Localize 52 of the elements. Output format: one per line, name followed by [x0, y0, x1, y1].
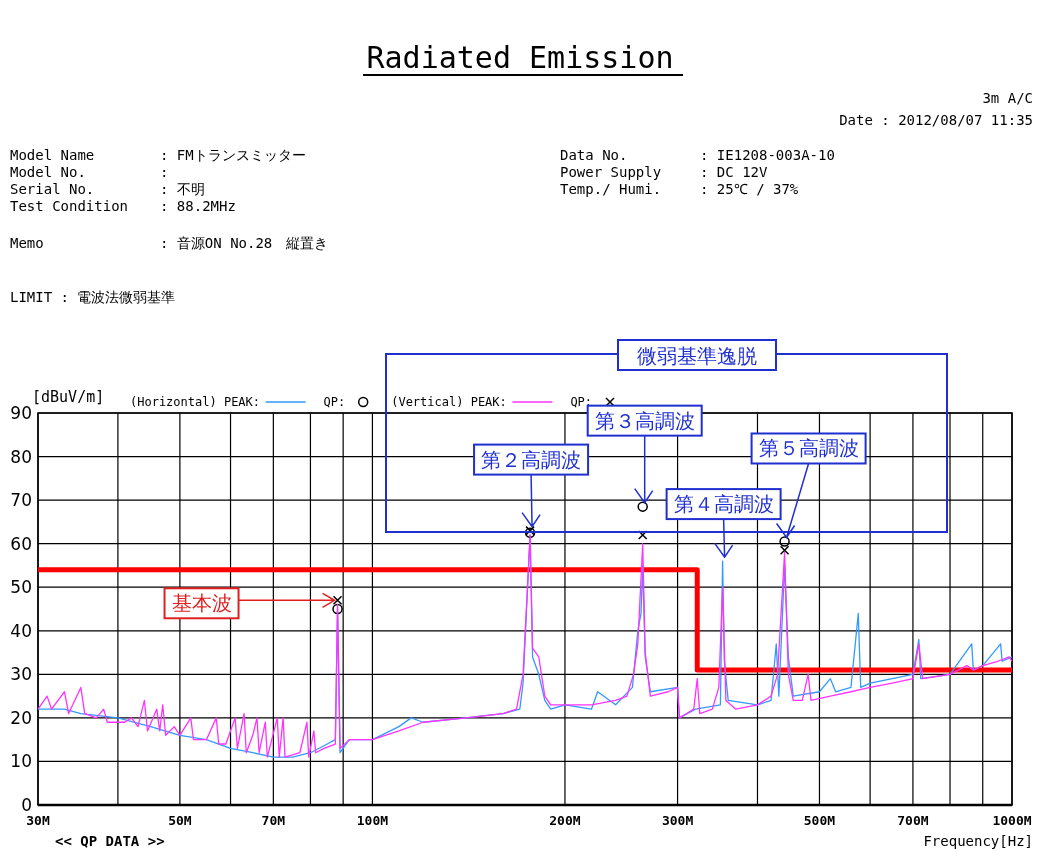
x-tick-label: 70M: [261, 813, 286, 828]
y-tick-label: 50: [10, 577, 32, 598]
annotation: 第５高調波: [758, 436, 859, 461]
legend-label: (Vertical) PEAK:: [391, 395, 507, 409]
text: Power Supply: [560, 164, 662, 180]
text: 3m A/C: [982, 90, 1033, 106]
x-axis-title: Frequency[Hz]: [923, 833, 1033, 849]
y-tick-label: 70: [10, 490, 32, 511]
text: : IE1208-003A-10: [700, 147, 835, 163]
text: 微弱基準逸脱: [637, 344, 757, 368]
text: Temp./ Humi.: [560, 181, 662, 197]
annotation: 第２高調波: [481, 447, 582, 472]
annotation: 基本波: [171, 591, 232, 616]
x-tick-label: 30M: [26, 813, 50, 828]
annotation: 第３高調波: [594, 408, 695, 433]
x-tick-label: 100M: [356, 813, 389, 828]
text: Memo: [10, 235, 44, 251]
text: << QP DATA >>: [55, 833, 165, 849]
y-tick-label: 90: [10, 403, 32, 423]
legend-label: QP:: [570, 395, 593, 409]
text: Model No.: [10, 164, 86, 180]
text: : DC 12V: [700, 164, 768, 180]
x-tick-label: 500M: [803, 813, 836, 828]
legend-label: QP:: [323, 395, 346, 409]
y-tick-label: 10: [10, 751, 32, 772]
y-tick-label: 0: [21, 795, 32, 815]
x-tick-label: 300M: [661, 813, 694, 828]
text: : 音源ON No.28 縦置き: [160, 235, 329, 251]
x-tick-label: 700M: [897, 813, 929, 828]
y-tick-label: 40: [10, 620, 32, 641]
text: Serial No.: [10, 181, 95, 197]
chart-title: Radiated Emission: [366, 40, 674, 75]
x-tick-label: 50M: [168, 813, 192, 828]
y-tick-label: 80: [10, 446, 32, 467]
text: Date : 2012/08/07 11:35: [839, 112, 1033, 128]
text: : 25℃ / 37%: [700, 181, 799, 197]
text: LIMIT : 電波法微弱基準: [10, 289, 176, 305]
x-tick-label: 1000M: [992, 813, 1032, 828]
legend-label: (Horizontal) PEAK:: [130, 395, 261, 409]
y-tick-label: 20: [10, 707, 32, 728]
y-tick-label: 60: [10, 533, 32, 554]
y-tick-label: 30: [10, 664, 32, 685]
x-tick-label: 200M: [549, 813, 581, 828]
text: :: [160, 164, 169, 180]
text: : FMトランスミッター: [160, 147, 306, 163]
text: : 不明: [160, 181, 205, 197]
text: Data No.: [560, 147, 628, 163]
text: : 88.2MHz: [160, 198, 236, 214]
text: Test Condition: [10, 198, 129, 214]
annotation: 第４高調波: [673, 492, 774, 517]
y-axis-title: [dBuV/m]: [32, 388, 105, 406]
text: Model Name: [10, 147, 95, 163]
